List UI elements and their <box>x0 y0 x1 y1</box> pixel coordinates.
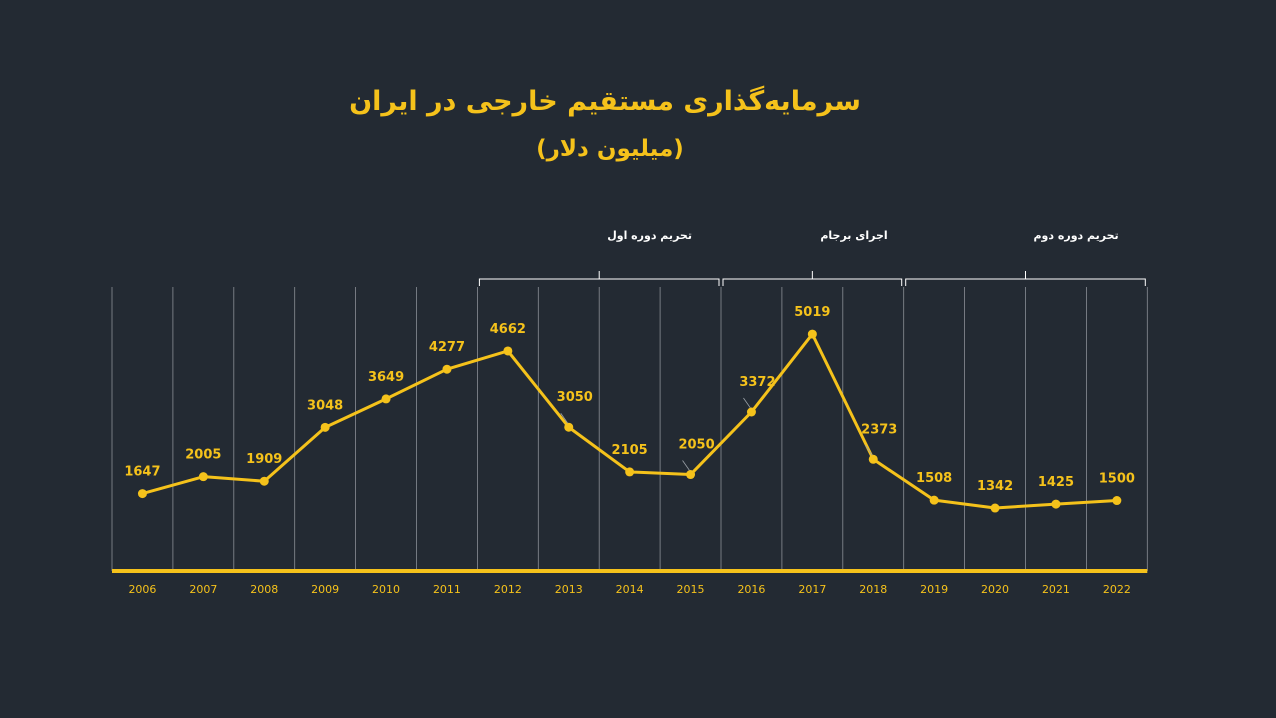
data-point <box>686 470 696 480</box>
period-bracket <box>478 278 720 286</box>
data-point <box>868 454 878 464</box>
data-label: 1425 <box>1038 475 1074 490</box>
data-label: 2373 <box>861 422 897 437</box>
x-tick-label: 2010 <box>372 583 400 596</box>
x-tick-label: 2009 <box>311 583 339 596</box>
leader-line <box>864 445 873 456</box>
data-label: 2105 <box>612 443 648 458</box>
data-label: 1342 <box>977 479 1013 494</box>
x-tick-label: 2020 <box>981 583 1009 596</box>
data-point <box>1112 496 1122 506</box>
data-label: 1647 <box>124 465 160 480</box>
data-point <box>564 422 574 432</box>
data-label: 3048 <box>307 398 343 413</box>
x-tick-label: 2018 <box>859 583 887 596</box>
x-tick-label: 2017 <box>798 583 826 596</box>
data-point <box>442 364 452 374</box>
data-label: 4662 <box>490 322 526 337</box>
series-line <box>142 332 1117 510</box>
x-tick-label: 2022 <box>1103 583 1131 596</box>
data-point <box>259 476 269 486</box>
data-label: 2005 <box>185 448 221 463</box>
data-point <box>807 329 817 339</box>
x-tick-label: 2011 <box>433 583 461 596</box>
x-tick-label: 2016 <box>737 583 765 596</box>
data-point <box>746 407 756 417</box>
data-point <box>198 472 208 482</box>
leader-line <box>743 397 751 409</box>
chart-subtitle: (میلیون دلار) <box>536 136 684 162</box>
data-label: 1909 <box>246 452 282 467</box>
x-tick-label: 2006 <box>128 583 156 596</box>
x-tick-label: 2012 <box>494 583 522 596</box>
data-label: 3050 <box>557 390 593 405</box>
data-point <box>137 489 147 499</box>
period-label: اجرای برجام <box>820 229 887 242</box>
period-label: تحریم دوره اول <box>607 229 692 242</box>
data-label: 3649 <box>368 370 404 385</box>
data-point <box>990 503 1000 513</box>
data-label: 3372 <box>739 375 775 390</box>
data-label: 5019 <box>794 305 830 320</box>
period-label: تحریم دوره دوم <box>1034 229 1119 242</box>
data-label: 4277 <box>429 340 465 355</box>
x-tick-label: 2019 <box>920 583 948 596</box>
data-point <box>320 422 330 432</box>
period-bracket <box>722 278 903 286</box>
x-tick-label: 2013 <box>555 583 583 596</box>
data-point <box>503 346 513 356</box>
x-tick-label: 2015 <box>677 583 705 596</box>
x-tick-label: 2014 <box>616 583 644 596</box>
data-label: 1508 <box>916 471 952 486</box>
data-label: 1500 <box>1099 472 1135 487</box>
period-bracket <box>905 278 1146 286</box>
leader-line <box>682 460 690 471</box>
x-tick-label: 2007 <box>189 583 217 596</box>
data-point <box>381 394 391 404</box>
data-label: 2050 <box>678 438 714 453</box>
data-point <box>1051 499 1061 509</box>
x-tick-label: 2021 <box>1042 583 1070 596</box>
leader-line <box>560 413 569 424</box>
data-point <box>625 467 635 477</box>
x-tick-label: 2008 <box>250 583 278 596</box>
chart-title: سرمایه‌گذاری مستقیم خارجی در ایران <box>349 86 861 117</box>
data-point <box>929 495 939 505</box>
